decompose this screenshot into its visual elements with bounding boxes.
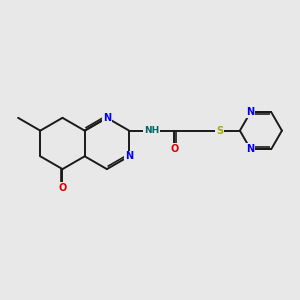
Text: O: O [170,144,178,154]
Text: N: N [103,113,111,123]
Text: N: N [246,107,254,117]
Text: S: S [216,126,223,136]
Text: N: N [125,151,133,161]
Text: NH: NH [144,126,159,135]
Text: N: N [246,144,254,154]
Text: O: O [58,183,67,193]
